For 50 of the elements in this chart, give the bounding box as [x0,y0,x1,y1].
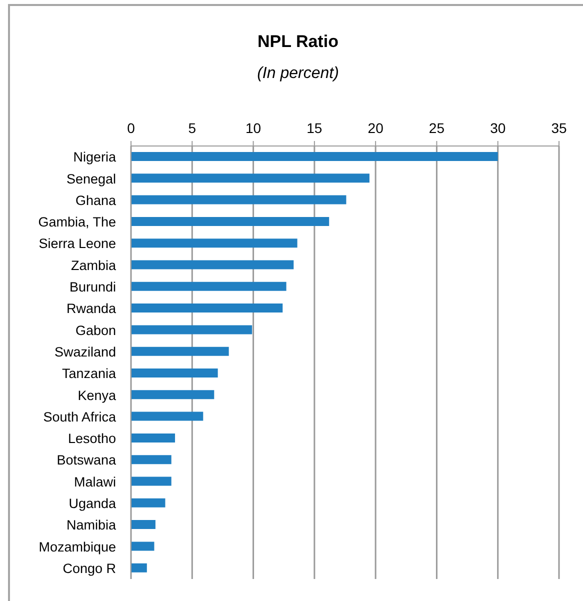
bar [131,304,283,313]
x-tick-label: 0 [127,120,136,136]
bar [131,174,370,183]
bar [131,563,147,572]
bar [131,390,214,400]
bar [131,498,166,508]
bar [131,346,229,356]
y-tick-label: Uganda [68,496,116,512]
x-tick-label: 5 [188,120,196,136]
bar [131,368,218,378]
bar [131,412,204,421]
y-tick-label: Ghana [75,192,116,208]
y-tick-label: Tanzania [62,366,116,382]
x-tick-label: 25 [428,120,445,136]
x-tick-label: 30 [490,120,506,136]
bar [131,238,298,248]
y-tick-label: Rwanda [66,301,116,316]
chart-subtitle: (In percent) [256,64,340,84]
x-tick-label: 15 [306,120,322,136]
x-tick-label: 35 [551,120,567,136]
y-tick-label: Burundi [69,280,116,295]
bar [131,152,498,161]
y-tick-label: Namibia [66,518,116,533]
x-tick-label: 10 [245,120,262,136]
y-tick-label: Lesotho [68,431,116,446]
y-tick-label: Malawi [74,474,116,490]
bar [131,455,172,464]
y-tick-label: Sierra Leone [38,236,116,252]
bar [131,260,294,270]
bar [131,520,156,530]
y-tick-label: Gambia, The [38,214,116,230]
y-tick-label: South Africa [43,409,116,424]
y-tick-label: Senegal [66,171,116,186]
y-tick-label: Gabon [75,322,116,338]
bar [131,476,172,486]
bar [131,216,330,226]
y-tick-label: Kenya [78,388,116,403]
bar [131,195,346,204]
bar [131,542,154,551]
y-tick-label: Congo R [62,560,116,576]
bar [131,433,176,442]
y-tick-label: Nigeria [73,150,116,165]
y-tick-label: Swaziland [54,344,116,360]
y-tick-label: Mozambique [38,539,116,554]
bar [131,282,286,291]
x-tick-label: 20 [368,120,384,136]
y-tick-label: Botswana [56,452,116,468]
chart-title: NPL Ratio [256,32,340,52]
y-tick-label: Zambia [70,258,116,273]
bar [131,325,252,334]
